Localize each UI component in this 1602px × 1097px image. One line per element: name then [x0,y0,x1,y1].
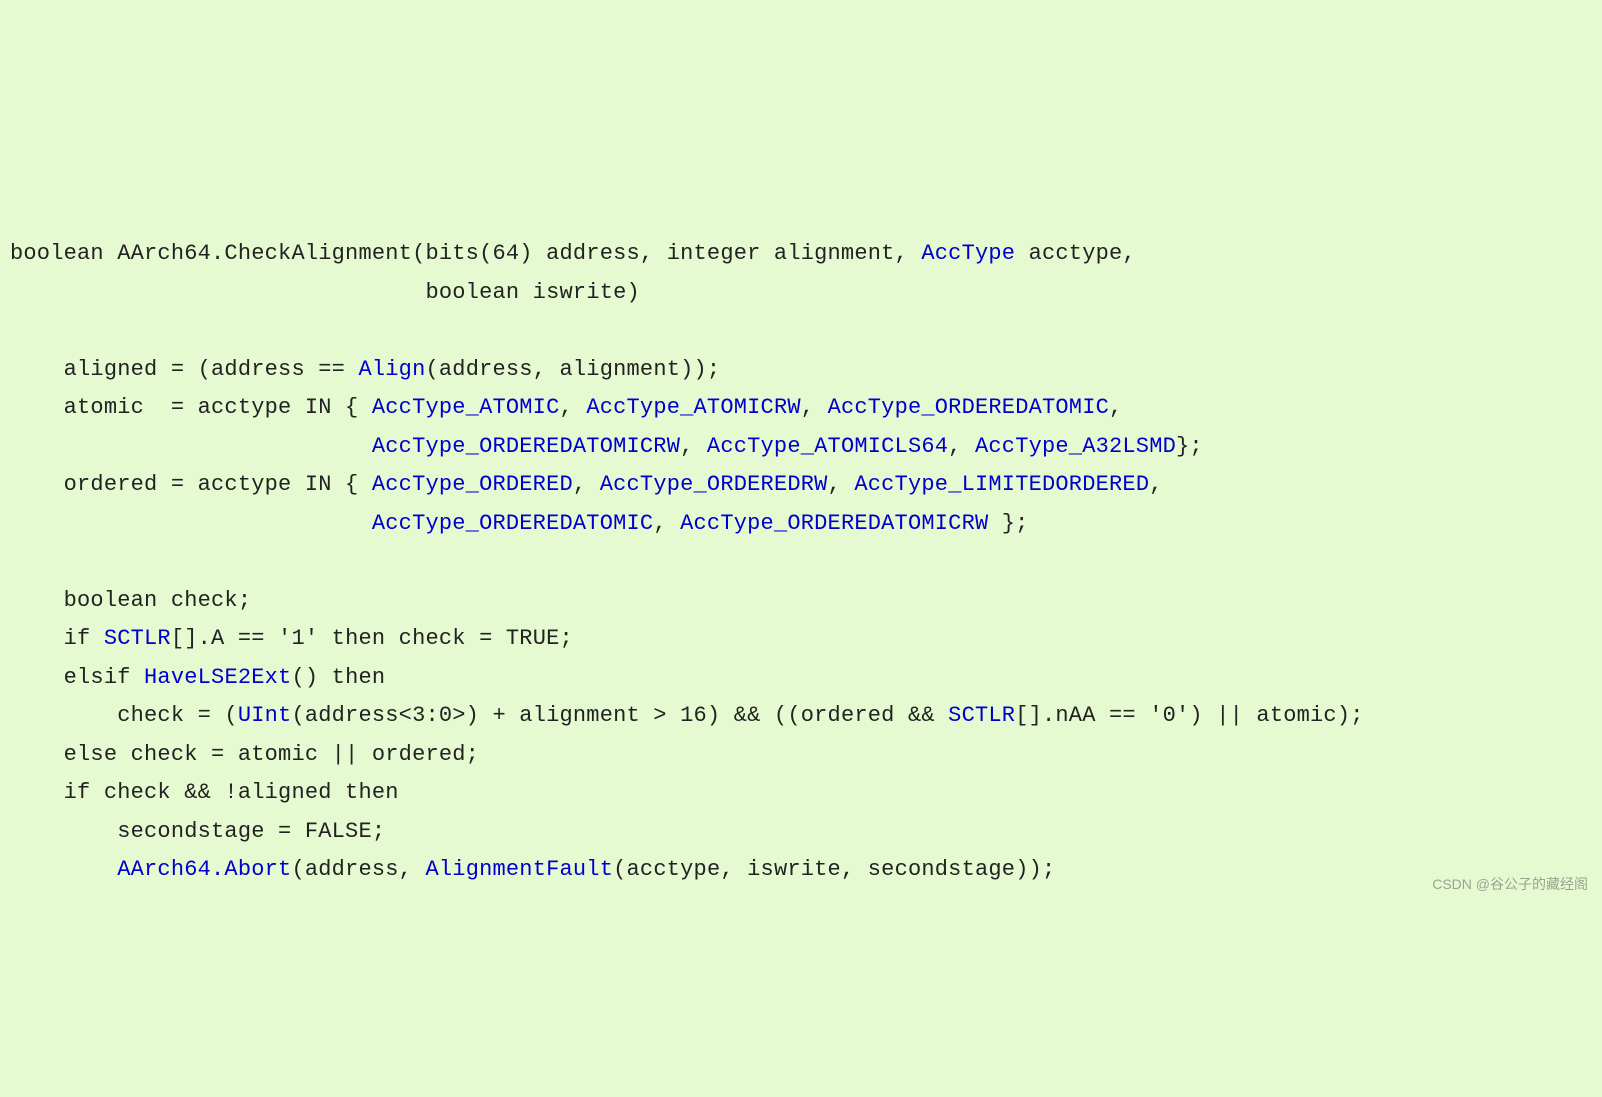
code-link[interactable]: AccType_ATOMIC [372,395,560,420]
code-line: if SCTLR[].A == '1' then check = TRUE; [10,620,1602,659]
code-text: [].nAA == '0') || atomic); [1015,703,1363,728]
code-line: secondstage = FALSE; [10,813,1602,852]
code-text: }; [988,511,1028,536]
code-link[interactable]: SCTLR [948,703,1015,728]
code-line [10,543,1602,582]
code-line: aligned = (address == Align(address, ali… [10,351,1602,390]
code-text: , [560,395,587,420]
code-text: atomic = acctype IN { [10,395,372,420]
code-line: boolean iswrite) [10,274,1602,313]
code-text: if check && !aligned then [10,780,399,805]
code-line: AccType_ORDEREDATOMICRW, AccType_ATOMICL… [10,428,1602,467]
code-text: , [680,434,707,459]
code-text: , [653,511,680,536]
code-link[interactable]: AlignmentFault [425,857,613,882]
code-text: (acctype, iswrite, secondstage)); [613,857,1055,882]
code-text: [].A == '1' then check = TRUE; [171,626,573,651]
code-line: boolean check; [10,582,1602,621]
code-text: , [1149,472,1162,497]
code-link[interactable]: AccType_ORDEREDATOMICRW [372,434,680,459]
code-lines: boolean AArch64.CheckAlignment(bits(64) … [10,235,1602,904]
code-line: check = (UInt(address<3:0>) + alignment … [10,697,1602,736]
code-link[interactable]: AccType_LIMITEDORDERED [854,472,1149,497]
code-block: boolean AArch64.CheckAlignment(bits(64) … [0,154,1602,904]
code-text: (address<3:0>) + alignment > 16) && ((or… [291,703,948,728]
code-text: , [573,472,600,497]
code-line: AArch64.Abort(address, AlignmentFault(ac… [10,851,1602,890]
code-link[interactable]: AccType [921,241,1015,266]
code-text: , [828,472,855,497]
code-link[interactable]: Align [358,357,425,382]
code-line: boolean AArch64.CheckAlignment(bits(64) … [10,235,1602,274]
code-line: atomic = acctype IN { AccType_ATOMIC, Ac… [10,389,1602,428]
code-text: boolean iswrite) [10,280,640,305]
code-text: , [1109,395,1122,420]
code-text [10,434,372,459]
code-text: check = ( [10,703,238,728]
code-link[interactable]: AccType_ORDEREDRW [600,472,828,497]
code-line: AccType_ORDEREDATOMIC, AccType_ORDEREDAT… [10,505,1602,544]
watermark: CSDN @谷公子的藏经阁 [1432,872,1588,897]
code-line: if check && !aligned then [10,774,1602,813]
code-link[interactable]: AccType_ATOMICLS64 [707,434,948,459]
code-text: if [10,626,104,651]
code-text: acctype, [1015,241,1136,266]
code-text: secondstage = FALSE; [10,819,385,844]
code-text: boolean AArch64.CheckAlignment(bits(64) … [10,241,921,266]
code-text: , [801,395,828,420]
code-text: () then [291,665,385,690]
code-text: (address, alignment)); [425,357,720,382]
code-line: elsif HaveLSE2Ext() then [10,659,1602,698]
code-text: boolean check; [10,588,251,613]
code-text [10,511,372,536]
code-link[interactable]: AccType_ORDEREDATOMIC [828,395,1109,420]
code-text: ordered = acctype IN { [10,472,372,497]
code-link[interactable]: AccType_ATOMICRW [586,395,800,420]
code-text: elsif [10,665,144,690]
code-text: aligned = (address == [10,357,358,382]
code-link[interactable]: AArch64.Abort [117,857,291,882]
code-text: (address, [291,857,425,882]
code-text: }; [1176,434,1203,459]
code-link[interactable]: AccType_A32LSMD [975,434,1176,459]
code-line [10,890,1602,905]
code-text: , [948,434,975,459]
code-link[interactable]: SCTLR [104,626,171,651]
code-text: else check = atomic || ordered; [10,742,479,767]
code-link[interactable]: AccType_ORDERED [372,472,573,497]
code-line: else check = atomic || ordered; [10,736,1602,775]
code-line [10,312,1602,351]
code-link[interactable]: UInt [238,703,292,728]
code-link[interactable]: AccType_ORDEREDATOMIC [372,511,653,536]
code-text [10,857,117,882]
code-link[interactable]: HaveLSE2Ext [144,665,291,690]
code-line: ordered = acctype IN { AccType_ORDERED, … [10,466,1602,505]
code-link[interactable]: AccType_ORDEREDATOMICRW [680,511,988,536]
